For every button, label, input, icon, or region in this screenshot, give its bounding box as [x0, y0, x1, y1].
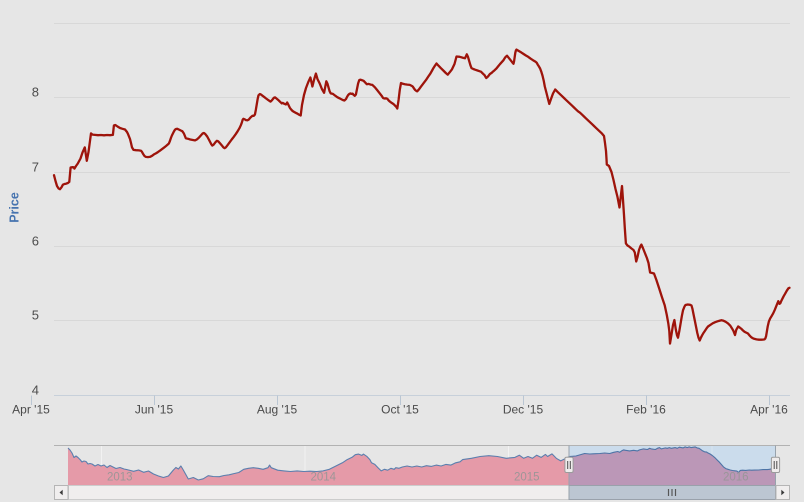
svg-text:2013: 2013	[107, 472, 133, 484]
svg-text:8: 8	[32, 85, 39, 100]
svg-text:5: 5	[32, 308, 39, 323]
svg-text:Apr '15: Apr '15	[12, 403, 50, 417]
svg-text:Apr '16: Apr '16	[750, 403, 788, 417]
svg-text:4: 4	[32, 383, 39, 398]
svg-text:7: 7	[32, 160, 39, 175]
svg-text:Oct '15: Oct '15	[381, 403, 419, 417]
svg-text:2016: 2016	[723, 472, 749, 484]
svg-text:Dec '15: Dec '15	[503, 403, 544, 417]
svg-text:Jun '15: Jun '15	[135, 403, 174, 417]
svg-text:2014: 2014	[311, 472, 337, 484]
svg-text:2015: 2015	[514, 472, 540, 484]
svg-text:Aug '15: Aug '15	[257, 403, 298, 417]
svg-text:Feb '16: Feb '16	[626, 403, 666, 417]
svg-text:Price: Price	[7, 192, 21, 223]
svg-text:6: 6	[32, 234, 39, 249]
